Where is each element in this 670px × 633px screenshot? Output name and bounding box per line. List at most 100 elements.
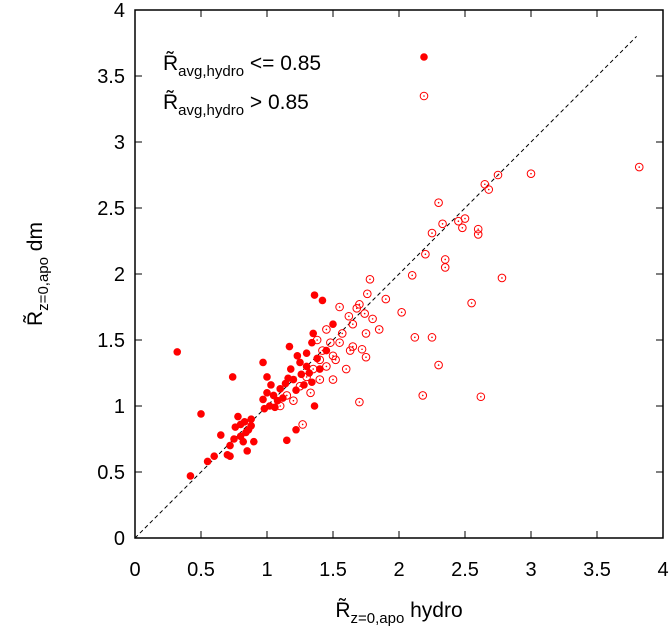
point-filled xyxy=(243,447,251,455)
point-filled xyxy=(269,391,278,400)
x-tick-label: 1.5 xyxy=(319,559,347,581)
point-filled xyxy=(310,402,319,410)
point-open xyxy=(322,362,331,371)
point-filled xyxy=(305,369,314,377)
point-open xyxy=(337,329,347,338)
point-filled xyxy=(267,381,275,389)
x-tick-label: 2.5 xyxy=(451,559,479,581)
y-axis-label: R̃z=0,apo dm xyxy=(24,222,52,326)
point-filled xyxy=(203,457,212,466)
point-open xyxy=(434,360,443,370)
x-tick-label: 0.5 xyxy=(187,559,215,581)
y-tick-label: 0.5 xyxy=(97,462,125,484)
point-open xyxy=(410,333,420,342)
point-open xyxy=(308,364,318,374)
point-filled xyxy=(247,415,255,424)
x-tick-label: 0 xyxy=(129,559,140,581)
point-filled xyxy=(292,425,300,434)
point-open xyxy=(335,302,344,312)
point-open xyxy=(440,255,450,264)
point-open xyxy=(341,364,351,374)
point-open xyxy=(476,392,486,402)
point-open xyxy=(348,319,358,329)
point-filled xyxy=(302,362,311,371)
point-open xyxy=(363,289,372,299)
point-open xyxy=(302,372,311,382)
point-filled xyxy=(263,389,271,397)
x-tick-label: 1 xyxy=(261,559,272,581)
point-open xyxy=(357,344,367,354)
point-filled xyxy=(228,373,237,381)
y-tick-label: 0 xyxy=(114,528,125,550)
legend-marker-filled xyxy=(420,53,428,61)
point-open xyxy=(427,228,437,238)
point-filled xyxy=(279,394,287,402)
point-filled xyxy=(286,365,295,373)
point-open xyxy=(331,355,340,365)
x-tick-label: 2 xyxy=(393,559,404,581)
point-open xyxy=(368,314,377,324)
point-filled xyxy=(259,358,267,367)
point-open xyxy=(458,223,467,233)
point-filled xyxy=(289,375,298,384)
point-open xyxy=(421,249,430,259)
point-filled xyxy=(234,412,242,421)
point-open xyxy=(312,335,322,345)
point-open xyxy=(473,224,483,234)
x-tick-label: 4 xyxy=(657,559,668,581)
point-open xyxy=(275,401,285,411)
point-filled xyxy=(240,418,249,426)
point-filled xyxy=(259,395,267,404)
point-open xyxy=(381,294,391,304)
point-open xyxy=(365,274,375,284)
y-tick-label: 2 xyxy=(114,264,125,286)
point-filled xyxy=(230,435,238,443)
point-open xyxy=(298,420,307,429)
x-axis-label: R̃z=0,apo hydro xyxy=(335,599,462,627)
point-open xyxy=(355,300,364,309)
point-open xyxy=(315,375,325,384)
x-tick-label: 3 xyxy=(525,559,536,581)
x-tick-label: 3.5 xyxy=(583,559,611,581)
point-open xyxy=(480,179,490,189)
point-open xyxy=(355,397,364,407)
point-open xyxy=(374,325,384,334)
point-filled xyxy=(309,329,318,338)
legend-label-2: R̃avg,hydro > 0.85 xyxy=(163,91,309,119)
point-filled xyxy=(308,378,316,387)
point-filled xyxy=(293,352,302,360)
legend: R̃avg,hydro <= 0.85 R̃avg,hydro > 0.85 xyxy=(163,52,429,119)
point-filled xyxy=(296,358,304,367)
point-filled xyxy=(313,354,321,363)
point-filled xyxy=(276,385,285,393)
point-open xyxy=(361,329,371,338)
legend-entry-1: R̃avg,hydro <= 0.85 xyxy=(163,52,428,80)
point-open xyxy=(440,263,450,272)
point-open xyxy=(493,170,503,180)
point-open xyxy=(467,298,476,308)
y-tick-label: 3 xyxy=(114,132,125,154)
point-open xyxy=(306,388,315,398)
legend-entry-2: R̃avg,hydro > 0.85 xyxy=(163,91,429,119)
y-tick-label: 1.5 xyxy=(97,330,125,352)
point-filled xyxy=(271,403,279,412)
point-filled xyxy=(197,410,205,418)
point-open xyxy=(315,355,325,365)
point-open xyxy=(438,219,447,229)
point-filled xyxy=(210,452,218,460)
point-open xyxy=(526,169,536,178)
point-filled xyxy=(302,349,311,358)
point-open xyxy=(361,352,371,362)
legend-marker-open xyxy=(419,91,429,101)
point-open xyxy=(460,214,470,223)
point-filled xyxy=(247,422,255,430)
point-filled xyxy=(186,472,195,480)
point-filled xyxy=(318,296,327,305)
identity-reference-line xyxy=(134,36,637,539)
point-open xyxy=(497,273,507,283)
point-filled xyxy=(250,437,258,446)
point-filled xyxy=(283,436,291,445)
point-open xyxy=(289,396,298,406)
axis-ticks: 0 0.5 1 1.5 2 2.5 3 3.5 4 0 0.5 1 1.5 2 2.5 3 3.5 4 xyxy=(97,0,668,581)
